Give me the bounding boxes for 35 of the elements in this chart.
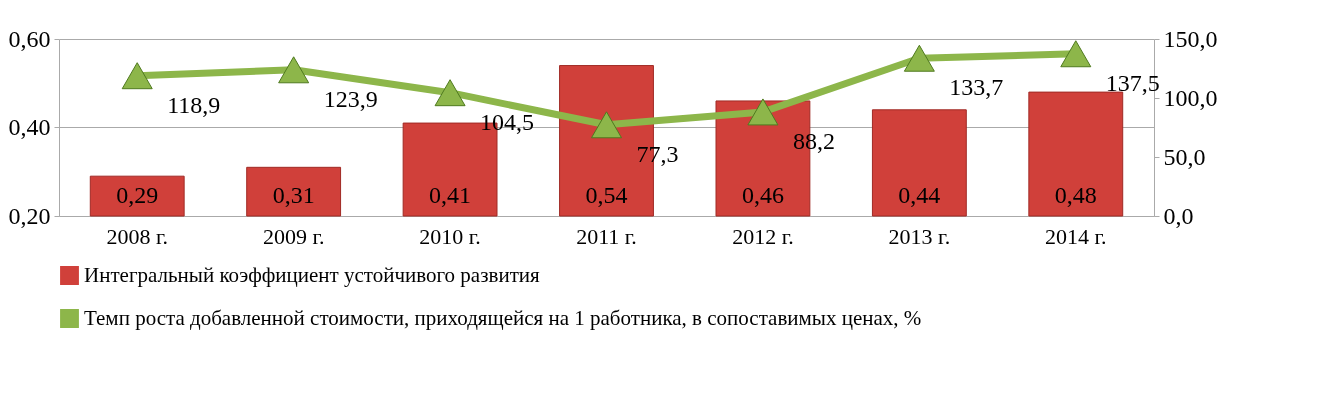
x-tick-label: 2010 г. — [419, 223, 481, 249]
point — [278, 56, 310, 84]
x-tick-label: 2008 г. — [106, 223, 168, 249]
data-label: 0,46 — [741, 182, 784, 208]
y-tick-label: 0,40 — [8, 114, 51, 140]
point — [747, 98, 779, 126]
y2-tick-label: 150,0 — [1163, 25, 1218, 52]
y-tick-label: 0,60 — [8, 25, 51, 52]
x-tick-label: 2012 г. — [732, 223, 794, 249]
data-label: 123,9 — [323, 85, 378, 112]
legend-label: Интегральный коэффициент устойчивого развития — [84, 262, 541, 287]
point — [591, 111, 622, 139]
data-label: 0,44 — [898, 182, 941, 208]
data-label: 0,29 — [116, 182, 159, 208]
data-label: 0,31 — [272, 182, 315, 208]
point — [434, 79, 466, 107]
x-tick-label: 2011 г. — [576, 223, 637, 249]
y-tick-label: 0,20 — [8, 202, 51, 229]
legend-label: Темп роста добавленной стоимости, приходящейся на 1 работника, в сопоставимых ценах, % — [84, 305, 922, 330]
x-tick-label: 2009 г. — [262, 223, 325, 249]
point — [1060, 40, 1092, 68]
y2-tick-label: 50,0 — [1163, 143, 1206, 170]
data-label: 118,9 — [167, 91, 221, 118]
data-label: 0,54 — [585, 182, 628, 208]
data-label: 133,7 — [949, 74, 1004, 101]
data-label: 137,5 — [1105, 69, 1160, 96]
y2-tick-label: 0,0 — [1163, 202, 1194, 229]
data-label: 0,41 — [429, 182, 472, 208]
point — [121, 62, 153, 90]
x-tick-label: 2013 г. — [888, 223, 951, 249]
data-label: 0,48 — [1054, 182, 1097, 208]
x-tick-label: 2014 г. — [1045, 223, 1107, 249]
data-label: 104,5 — [480, 108, 535, 135]
y2-tick-label: 100,0 — [1163, 84, 1218, 111]
point — [903, 44, 935, 72]
